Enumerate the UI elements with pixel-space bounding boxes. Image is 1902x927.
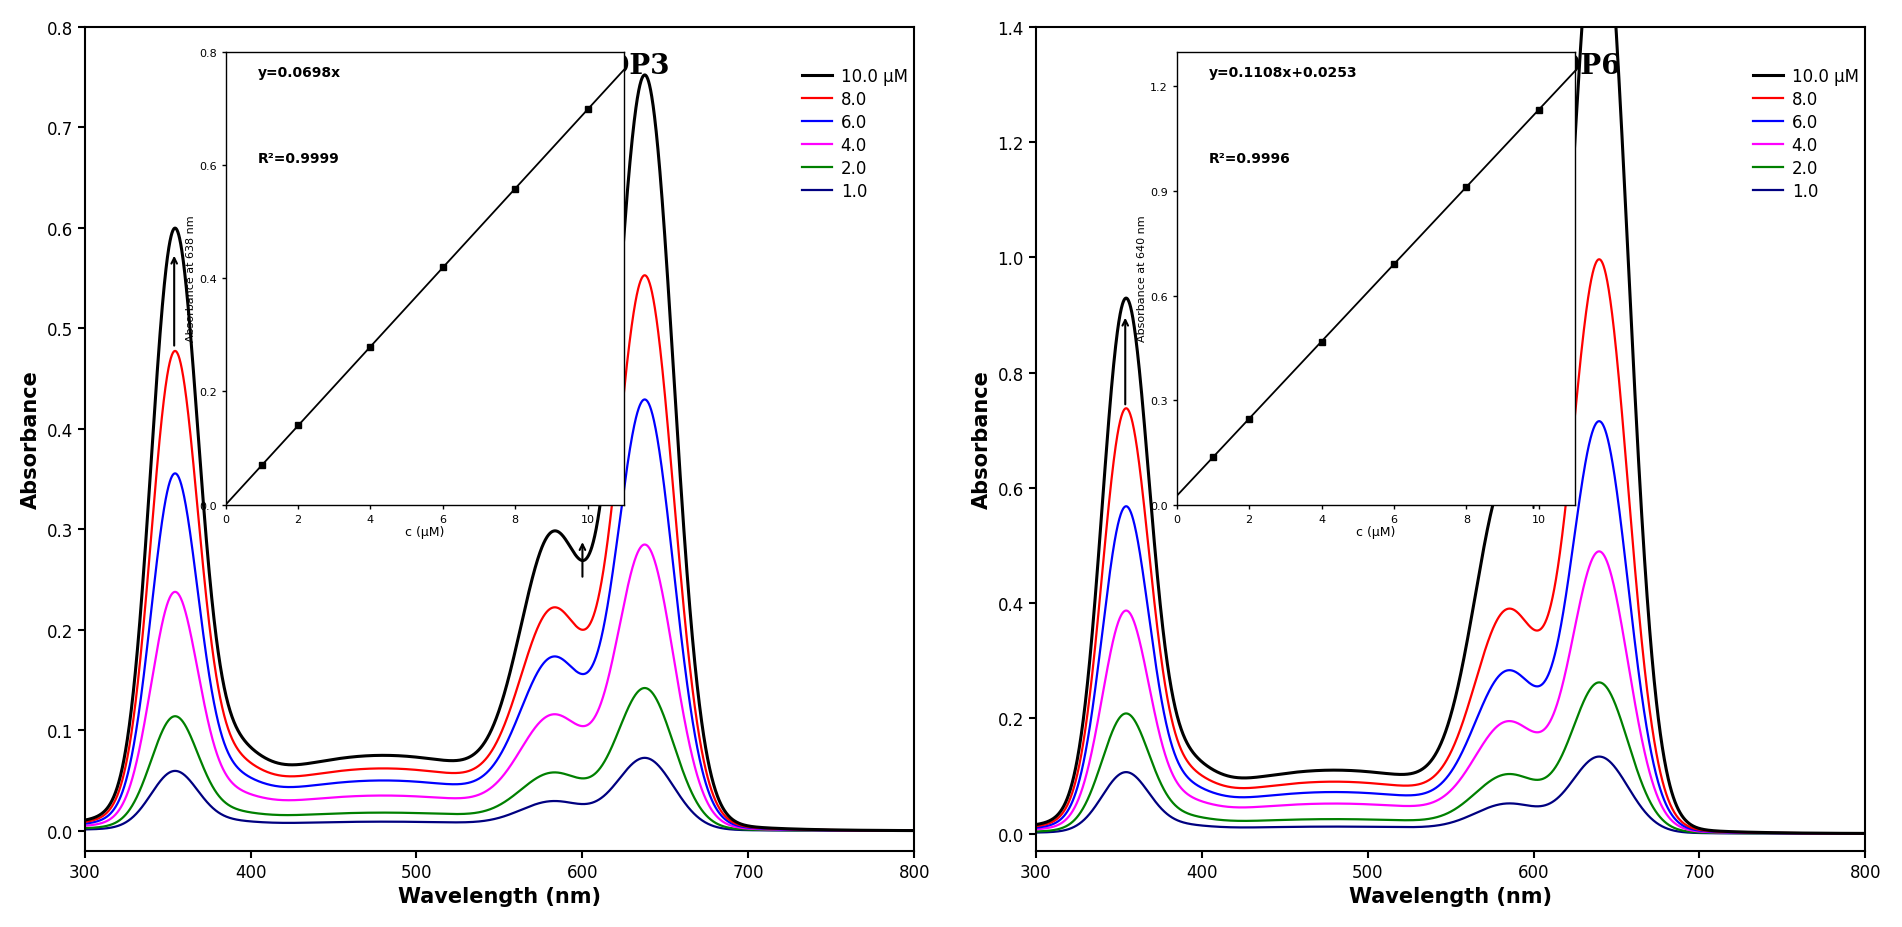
- Text: BDP3: BDP3: [582, 53, 670, 80]
- Text: BDP6: BDP6: [1533, 53, 1621, 80]
- Legend: 10.0 μM, 8.0, 6.0, 4.0, 2.0, 1.0: 10.0 μM, 8.0, 6.0, 4.0, 2.0, 1.0: [795, 61, 915, 207]
- X-axis label: Wavelength (nm): Wavelength (nm): [398, 886, 601, 907]
- Y-axis label: Absorbance: Absorbance: [21, 370, 40, 509]
- Legend: 10.0 μM, 8.0, 6.0, 4.0, 2.0, 1.0: 10.0 μM, 8.0, 6.0, 4.0, 2.0, 1.0: [1746, 61, 1866, 207]
- Y-axis label: Absorbance: Absorbance: [972, 370, 991, 509]
- X-axis label: Wavelength (nm): Wavelength (nm): [1349, 886, 1552, 907]
